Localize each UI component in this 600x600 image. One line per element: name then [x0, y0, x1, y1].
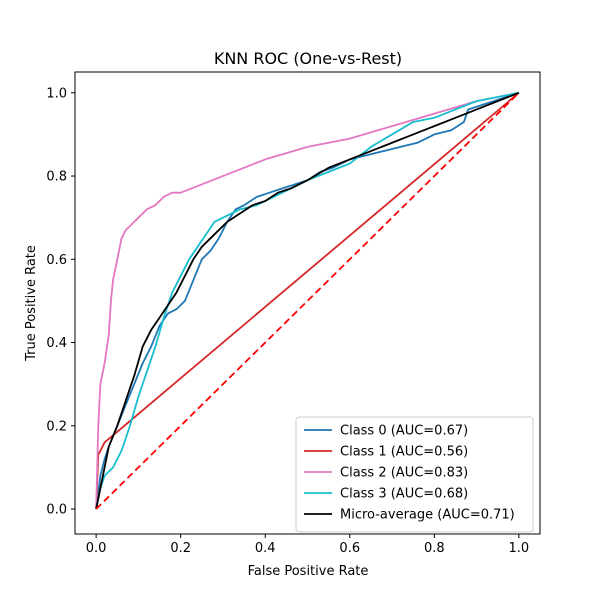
legend-entry: Class 1 (AUC=0.56) [340, 445, 468, 460]
axes-frame [74, 71, 541, 535]
legend-entry: Class 2 (AUC=0.83) [340, 466, 468, 481]
y-tick-label: 0.6 [46, 253, 67, 268]
series-line-0 [95, 91, 520, 510]
y-tick-label: 0.0 [46, 503, 67, 518]
legend-entry: Micro-average (AUC=0.71) [340, 508, 515, 523]
y-tick-label: 1.0 [46, 86, 67, 101]
series-line-3 [95, 91, 520, 510]
y-axis-label: True Positive Rate [24, 245, 39, 362]
legend-box [295, 416, 534, 533]
x-axis-label: False Positive Rate [248, 564, 369, 579]
y-tick-label: 0.4 [46, 336, 67, 351]
y-tick-label: 0.2 [46, 419, 67, 434]
legend: Class 0 (AUC=0.67) Class 1 (AUC=0.56) Clas… [295, 416, 534, 533]
series-line-4 [95, 91, 520, 510]
x-tick-label: 0.0 [86, 541, 107, 556]
x-tick-label: 0.6 [339, 541, 360, 556]
y-tick-label: 0.8 [46, 170, 67, 185]
x-tick-label: 1.0 [509, 541, 530, 556]
x-tick-label: 0.8 [424, 541, 445, 556]
series-group [95, 91, 520, 510]
x-tick-label: 0.2 [170, 541, 191, 556]
legend-entry: Class 3 (AUC=0.68) [340, 487, 468, 502]
chart-title: KNN ROC (One-vs-Rest) [214, 49, 402, 68]
legend-entry: Class 0 (AUC=0.67) [340, 424, 468, 439]
series-line-2 [95, 91, 520, 510]
x-tick-label: 0.4 [255, 541, 276, 556]
plot-area: 0.0 0.2 0.4 0.6 0.8 1.0 0.0 0.2 0.4 0.6 0.8 1.0 [46, 71, 541, 556]
